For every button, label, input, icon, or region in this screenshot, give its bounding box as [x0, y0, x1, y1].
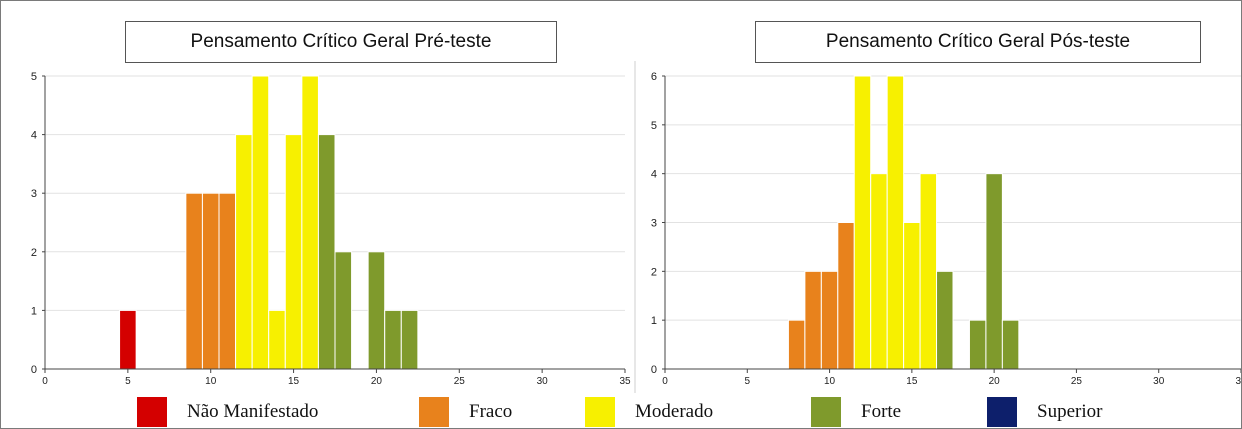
y-tick-label: 5: [651, 120, 657, 132]
legend-label-forte: Forte: [861, 401, 902, 422]
bar-pre-x13: [251, 75, 270, 370]
chart-title-pre-test: Pensamento Crítico Geral Pré-teste: [125, 21, 557, 63]
bar-post-x20: [985, 173, 1003, 370]
bar-pre-x21: [384, 309, 402, 370]
y-tick-label: 0: [651, 364, 657, 376]
bar-pre-x5: [119, 309, 137, 370]
bar-post-x17: [936, 270, 954, 370]
legend: Não Manifestado Fraco Moderado Forte Sup…: [1, 393, 1241, 428]
x-tick-label: 35: [619, 376, 631, 387]
x-tick-label: 10: [205, 376, 217, 387]
bar-pre-x15: [284, 134, 303, 370]
y-tick-label: 2: [31, 247, 37, 259]
legend-item-fraco: Fraco: [419, 397, 512, 427]
y-tick-label: 1: [651, 315, 657, 327]
y-tick-label: 4: [31, 130, 37, 142]
legend-label-superior: Superior: [1037, 401, 1103, 422]
y-tick-label: 0: [31, 364, 37, 376]
bar-pre-x16: [301, 75, 319, 370]
y-tick-label: 3: [31, 188, 37, 200]
legend-swatch-forte: [811, 397, 841, 427]
bar-pre-x22: [400, 309, 419, 370]
bar-post-x10: [820, 270, 839, 370]
legend-label-fraco: Fraco: [469, 401, 513, 422]
legend-swatch-superior: [987, 397, 1017, 427]
bar-pre-x12: [235, 134, 253, 370]
legend-item-moderado: Moderado: [585, 397, 713, 427]
bar-post-x16: [919, 173, 938, 370]
bar-pre-x18: [334, 251, 353, 370]
bar-post-x15: [903, 222, 921, 370]
bar-post-x9: [804, 270, 822, 370]
bar-pre-x20: [367, 251, 386, 370]
y-tick-label: 2: [651, 266, 657, 278]
x-tick-label: 20: [371, 376, 383, 387]
legend-swatch-moderado: [585, 397, 615, 427]
legend-label-nao-manifestado: Não Manifestado: [187, 401, 319, 422]
x-tick-label: 0: [42, 376, 48, 387]
bar-pre-x10: [201, 192, 220, 370]
x-tick-label: 20: [989, 376, 1001, 387]
bar-pre-x11: [218, 192, 237, 370]
x-tick-label: 25: [1071, 376, 1083, 387]
bar-pre-x9: [185, 192, 203, 370]
bar-post-x21: [1001, 319, 1020, 370]
chart-title-post-test: Pensamento Crítico Geral Pós-teste: [755, 21, 1201, 63]
x-tick-label: 25: [454, 376, 466, 387]
x-tick-label: 5: [745, 376, 751, 387]
bar-post-x8: [787, 319, 806, 370]
x-tick-label: 30: [537, 376, 549, 387]
y-tick-label: 5: [31, 71, 37, 83]
bar-post-x13: [870, 173, 888, 370]
x-tick-label: 10: [824, 376, 836, 387]
bar-pre-x14: [268, 309, 286, 370]
y-tick-label: 4: [651, 169, 657, 181]
legend-swatch-nao-manifestado: [137, 397, 167, 427]
bar-post-x12: [853, 75, 872, 370]
bar-pre-x17: [317, 134, 336, 370]
bar-post-x19: [968, 319, 987, 370]
x-tick-label: 30: [1153, 376, 1165, 387]
y-tick-label: 3: [651, 218, 657, 230]
y-tick-label: 6: [651, 71, 657, 83]
legend-label-moderado: Moderado: [635, 401, 714, 422]
legend-item-nao-manifestado: Não Manifestado: [137, 397, 318, 427]
legend-item-forte: Forte: [811, 397, 901, 427]
legend-item-superior: Superior: [987, 397, 1102, 427]
x-tick-label: 15: [906, 376, 918, 387]
charts-canvas: 0 1 2 3 4 5 0 5 10 15 20 25 30 35 0 1 2 3 4 5 6 0 5 10 15 20 25 30 3…: [31, 61, 1242, 393]
bar-post-x11: [837, 222, 855, 370]
x-tick-label: 35: [1235, 376, 1242, 387]
y-tick-label: 1: [31, 305, 37, 317]
x-tick-label: 5: [125, 376, 131, 387]
x-tick-label: 15: [288, 376, 300, 387]
x-tick-label: 0: [662, 376, 668, 387]
bar-post-x14: [886, 75, 905, 370]
legend-swatch-fraco: [419, 397, 449, 427]
